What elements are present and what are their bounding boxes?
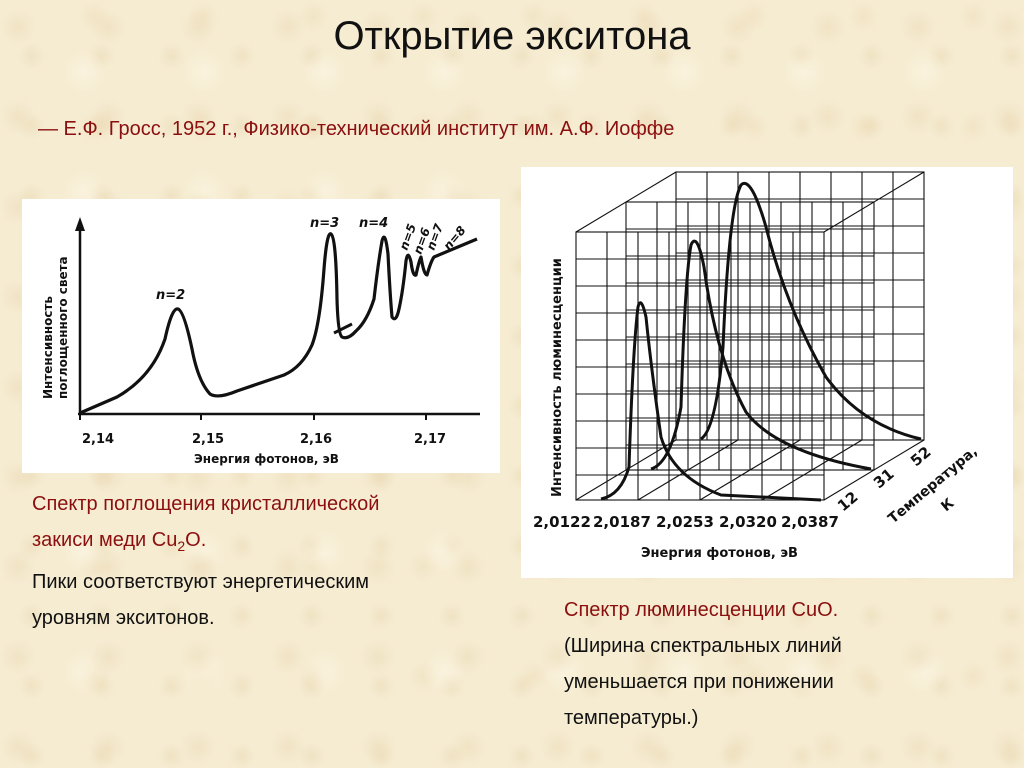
x-tick-label: 2,16 — [300, 432, 332, 447]
y-axis-label: Интенсивность люминесценции — [550, 258, 565, 497]
luminescence-spectrum-figure: Интенсивность люминесценции 2,0122 2,018… — [521, 167, 1013, 578]
curve-fragment — [333, 322, 353, 335]
caption-formula-prefix: закиси меди Cu — [32, 529, 178, 551]
peak-label-n3: n=3 — [310, 216, 339, 231]
temp-label-52: 52 — [907, 443, 935, 470]
x-axis-label: Энергия фотонов, эВ — [194, 452, 339, 466]
peak-label-n4: n=4 — [359, 216, 388, 231]
absorption-curve — [79, 232, 478, 415]
caption-left-line2: закиси меди Cu2O. — [32, 522, 502, 564]
y-axis-label-line1: Интенсивность — [41, 296, 55, 399]
absorption-spectrum-figure: 2,14 2,15 2,16 2,17 Энергия фотонов, эВ … — [22, 199, 500, 473]
x-tick-label: 2,0253 — [656, 513, 714, 531]
peak-label-n2: n=2 — [156, 288, 185, 303]
x-tick-label: 2,0387 — [781, 513, 839, 531]
caption-right-line4: температуры.) — [564, 707, 699, 729]
caption-left-line4: уровням экситонов. — [32, 607, 215, 629]
caption-right-line2: (Ширина спектральных линий — [564, 635, 842, 657]
caption-left-line1: Спектр поглощения кристаллической — [32, 493, 380, 515]
slide-subtitle: — Е.Ф. Гросс, 1952 г., Физико-технически… — [38, 118, 675, 140]
absorption-spectrum-svg: 2,14 2,15 2,16 2,17 Энергия фотонов, эВ … — [41, 216, 480, 466]
temp-axis-label-line2: К — [938, 495, 957, 515]
luminescence-spectrum-svg: Интенсивность люминесценции 2,0122 2,018… — [533, 171, 981, 561]
slide-title: Открытие экситона — [333, 14, 691, 58]
x-tick-label: 2,14 — [82, 432, 114, 447]
x-tick-label: 2,15 — [192, 432, 224, 447]
absorption-caption: Спектр поглощения кристаллической закиси… — [32, 486, 502, 636]
y-axis-label-line2: поглощенного света — [56, 256, 70, 399]
caption-formula-suffix: O. — [185, 529, 207, 551]
caption-right-line1: Спектр люминесценции CuO. — [564, 599, 839, 621]
curve-t12 — [600, 301, 822, 502]
x-tick-label: 2,17 — [414, 432, 446, 447]
caption-left-line3: Пики соответствуют энергетическим — [32, 571, 369, 593]
x-tick-label: 2,0122 — [533, 513, 591, 531]
y-axis-arrow — [75, 217, 85, 231]
caption-formula-subscript: 2 — [177, 538, 186, 554]
x-axis-label: Энергия фотонов, эВ — [641, 546, 798, 561]
peak-label-n7: n=7 — [424, 221, 447, 252]
luminescence-caption: Спектр люминесценции CuO. (Ширина спектр… — [564, 592, 1004, 736]
perspective-grids — [575, 171, 925, 501]
x-tick-label: 2,0320 — [719, 513, 777, 531]
x-tick-label: 2,0187 — [593, 513, 651, 531]
caption-right-line3: уменьшается при понижении — [564, 671, 834, 693]
curve-t31 — [650, 239, 872, 471]
curve-t52 — [700, 181, 922, 441]
